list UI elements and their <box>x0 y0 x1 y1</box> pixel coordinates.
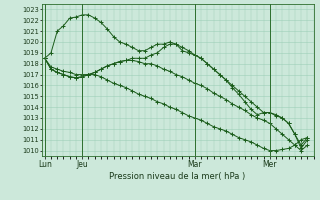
X-axis label: Pression niveau de la mer( hPa ): Pression niveau de la mer( hPa ) <box>109 172 246 181</box>
